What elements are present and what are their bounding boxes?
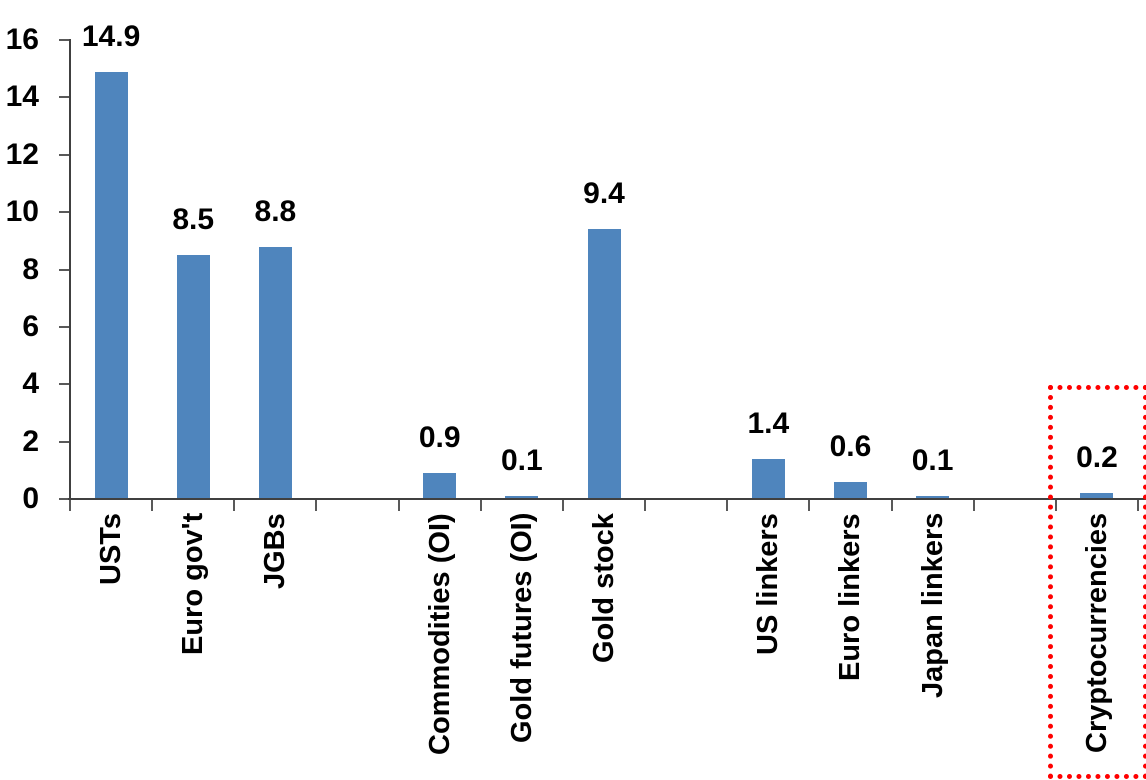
bar-commodities-oi- (423, 473, 457, 499)
y-axis-tick (59, 440, 70, 443)
category-label: Euro gov't (177, 513, 210, 656)
bar-value-label: 8.8 (254, 194, 297, 228)
category-label: Euro linkers (834, 513, 867, 681)
y-axis-tick (59, 211, 70, 214)
y-axis-tick (59, 498, 70, 500)
y-axis-tick-label: 2 (22, 424, 39, 458)
bar-value-label: 8.5 (172, 203, 215, 237)
x-axis-line (68, 498, 1146, 500)
bar-jgbs (258, 246, 292, 499)
x-axis-tick (644, 499, 647, 511)
x-axis-tick (1137, 499, 1139, 511)
x-axis-tick (561, 499, 564, 511)
y-axis-tick-label: 10 (5, 195, 39, 229)
category-label: Japan linkers (916, 513, 949, 699)
x-axis-tick (479, 499, 482, 511)
x-axis-tick (397, 499, 400, 511)
y-axis-tick-label: 4 (22, 367, 39, 401)
category-label: USTs (95, 513, 128, 585)
y-axis-tick (59, 39, 70, 41)
bar-value-label: 0.1 (911, 444, 954, 478)
bar-value-label: 9.4 (583, 177, 625, 211)
x-axis-tick (315, 499, 318, 511)
x-axis-tick (972, 499, 975, 511)
x-axis-tick (726, 499, 729, 511)
bar-value-label: 0.1 (500, 444, 543, 478)
y-axis-line (69, 39, 71, 499)
y-axis-tick (59, 268, 70, 271)
x-axis-tick (1054, 499, 1057, 511)
y-axis-tick (59, 325, 70, 328)
y-axis-tick-label: 6 (22, 309, 39, 343)
category-label: Gold futures (OI) (505, 513, 538, 744)
y-axis-tick (59, 96, 70, 99)
y-axis-tick-label: 14 (5, 80, 39, 114)
highlight-box (1047, 385, 1146, 779)
x-axis-tick (69, 499, 71, 511)
bar-japan-linkers (916, 496, 950, 499)
bar-us-linkers (751, 458, 785, 499)
y-axis-tick-label: 0 (22, 482, 39, 515)
bar-euro-linkers (833, 481, 867, 499)
y-axis-tick (59, 383, 70, 386)
category-label: Gold stock (588, 513, 620, 663)
x-axis-tick (808, 499, 811, 511)
y-axis-tick-label: 8 (22, 252, 39, 286)
x-axis-tick (233, 499, 236, 511)
bar-value-label: 0.9 (418, 421, 461, 455)
x-axis-tick (890, 499, 893, 511)
bar-value-label: 0.2 (1076, 441, 1118, 475)
y-axis-tick-label: 16 (5, 23, 39, 56)
bar-usts (94, 71, 128, 499)
bar-value-label: 1.4 (747, 406, 790, 440)
x-axis-tick (151, 499, 154, 511)
bar-gold-stock (587, 229, 621, 499)
bar-value-label: 14.9 (81, 19, 141, 53)
bar-gold-futures-oi- (505, 496, 539, 499)
bar-cryptocurrencies (1080, 493, 1114, 499)
bar-euro-gov-t (176, 255, 210, 499)
category-label: US linkers (752, 513, 785, 655)
y-axis-tick-label: 12 (5, 137, 39, 171)
category-label: JGBs (259, 513, 292, 589)
bar-value-label: 0.6 (829, 429, 872, 463)
y-axis-tick (59, 153, 70, 156)
category-label: Commodities (OI) (423, 513, 456, 755)
